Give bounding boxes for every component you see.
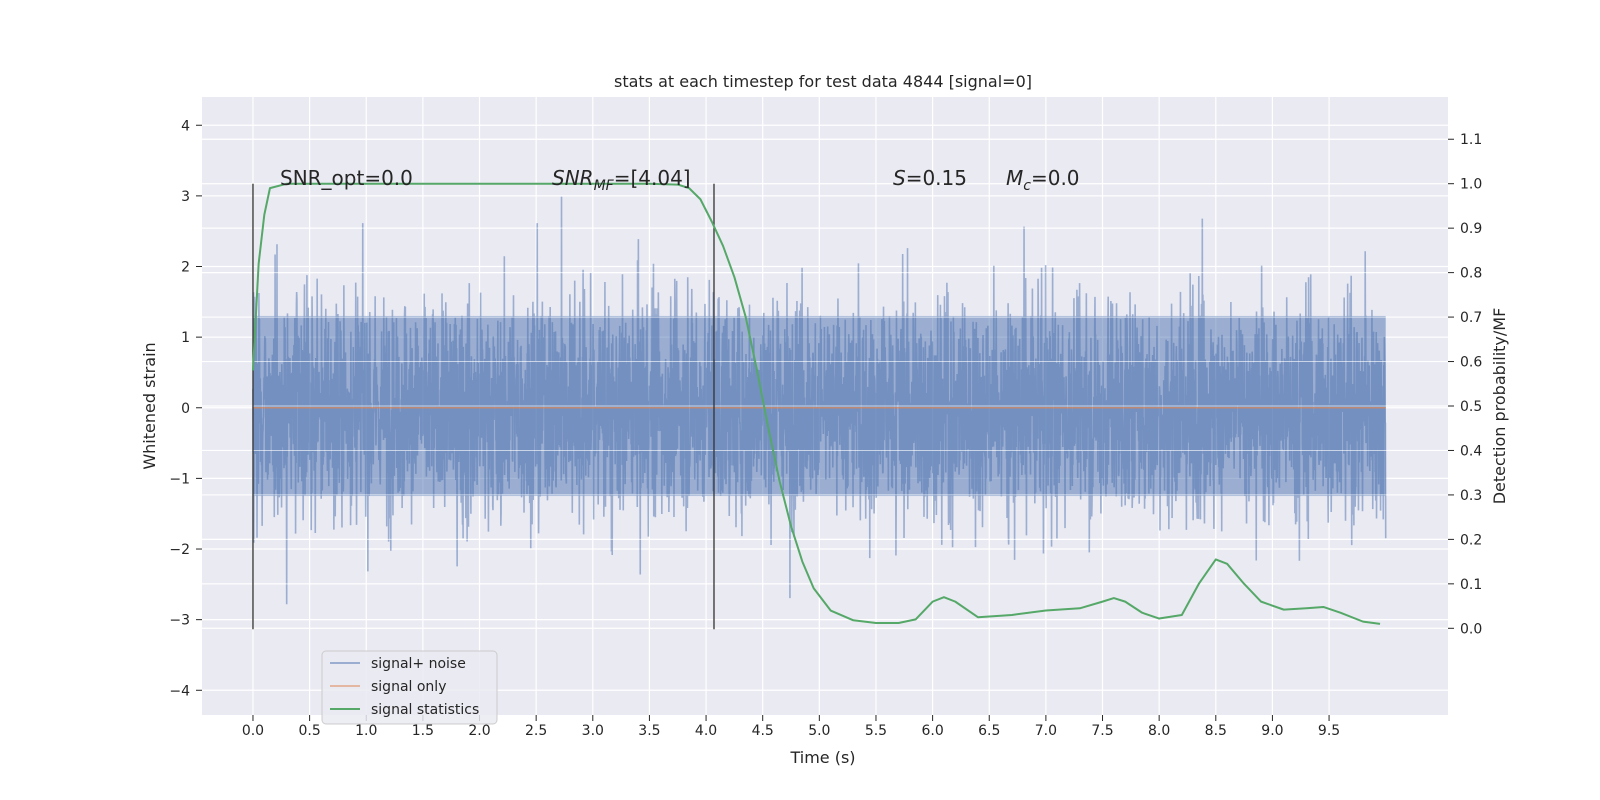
x-tick-label: 3.5	[638, 723, 660, 739]
x-tick-label: 3.0	[582, 723, 604, 739]
mc-main: M	[1006, 166, 1023, 190]
y2-tick-label: 0.5	[1460, 399, 1482, 415]
signal-statistics-series	[251, 182, 1381, 625]
s-main: S	[893, 166, 906, 190]
y-tick-label: −1	[169, 471, 190, 487]
y2-tick-label: 0.3	[1460, 488, 1482, 504]
x-tick-label: 9.0	[1261, 723, 1283, 739]
legend-label-signal-noise: signal+ noise	[371, 656, 466, 672]
y-tick-label: −2	[169, 542, 190, 558]
x-tick-label: 6.5	[978, 723, 1000, 739]
y-tick-label: 3	[181, 189, 190, 205]
y2-tick-label: 0.4	[1460, 443, 1482, 459]
s-annotation: S=0.15	[893, 166, 967, 190]
x-tick-label: 5.0	[808, 723, 830, 739]
y2-tick-label: 0.1	[1460, 577, 1482, 593]
legend: signal+ noise signal only signal statist…	[321, 650, 498, 725]
axis-ticks: 0.0 0.5 1.0 1.5 2.0 2.5 3.0 3.5 4.0 4.5 5.0 5.5 6.0 6…	[169, 118, 1482, 739]
x-tick-label: 0.5	[298, 723, 320, 739]
mc-annotation: Mc=0.0	[1006, 166, 1080, 194]
signal-statistics-line	[251, 182, 1381, 625]
annotations: SNR_opt=0.0 SNRMF=[4.04] S=0.15 Mc=0.0	[280, 166, 1080, 194]
x-tick-label: 8.5	[1205, 723, 1227, 739]
y2-tick-label: 1.1	[1460, 132, 1482, 148]
vertical-markers	[252, 183, 715, 630]
legend-label-signal-only: signal only	[371, 679, 446, 695]
y2-tick-label: 0.2	[1460, 532, 1482, 548]
x-tick-label: 5.5	[865, 723, 887, 739]
x-tick-label: 7.5	[1091, 723, 1113, 739]
x-tick-label: 7.0	[1035, 723, 1057, 739]
x-tick-label: 2.0	[468, 723, 490, 739]
y2-tick-label: 0.8	[1460, 266, 1482, 282]
x-tick-label: 4.0	[695, 723, 717, 739]
y-axis-label: Whitened strain	[140, 342, 159, 469]
y-tick-label: 0	[181, 401, 190, 417]
y2-axis-label: Detection probability/MF	[1490, 308, 1509, 505]
x-tick-label: 0.0	[242, 723, 264, 739]
y2-tick-label: 0.9	[1460, 221, 1482, 237]
legend-label-signal-statistics: signal statistics	[371, 702, 479, 718]
y-tick-label: −3	[169, 613, 190, 629]
y2-tick-label: 0.6	[1460, 355, 1482, 371]
s-value: =0.15	[906, 166, 967, 190]
snr-mf-main: SNR	[552, 166, 594, 190]
chart-title: stats at each timestep for test data 484…	[614, 72, 1032, 91]
y-tick-label: −4	[169, 683, 190, 699]
snr-mf-sub: MF	[594, 178, 615, 194]
x-tick-label: 1.0	[355, 723, 377, 739]
x-tick-label: 2.5	[525, 723, 547, 739]
snr-mf-value: =[4.04]	[614, 166, 691, 190]
y2-tick-label: 0.0	[1460, 621, 1482, 637]
x-tick-label: 4.5	[752, 723, 774, 739]
y2-tick-label: 0.7	[1460, 310, 1482, 326]
snr-mf-annotation: SNRMF=[4.04]	[552, 166, 691, 194]
signal-only-series	[202, 138, 1448, 629]
x-tick-label: 6.0	[921, 723, 943, 739]
snr-opt-annotation: SNR_opt=0.0	[280, 166, 413, 190]
legend-box	[321, 650, 498, 725]
x-tick-label: 8.0	[1148, 723, 1170, 739]
y2-tick-label: 1.0	[1460, 177, 1482, 193]
mc-sub: c	[1023, 178, 1031, 194]
x-tick-label: 1.5	[412, 723, 434, 739]
y-tick-label: 2	[181, 260, 190, 276]
mc-value: =0.0	[1031, 166, 1080, 190]
y-tick-label: 1	[181, 330, 190, 346]
y-tick-label: 4	[181, 118, 190, 134]
x-tick-label: 9.5	[1318, 723, 1340, 739]
x-axis-label: Time (s)	[789, 748, 855, 767]
